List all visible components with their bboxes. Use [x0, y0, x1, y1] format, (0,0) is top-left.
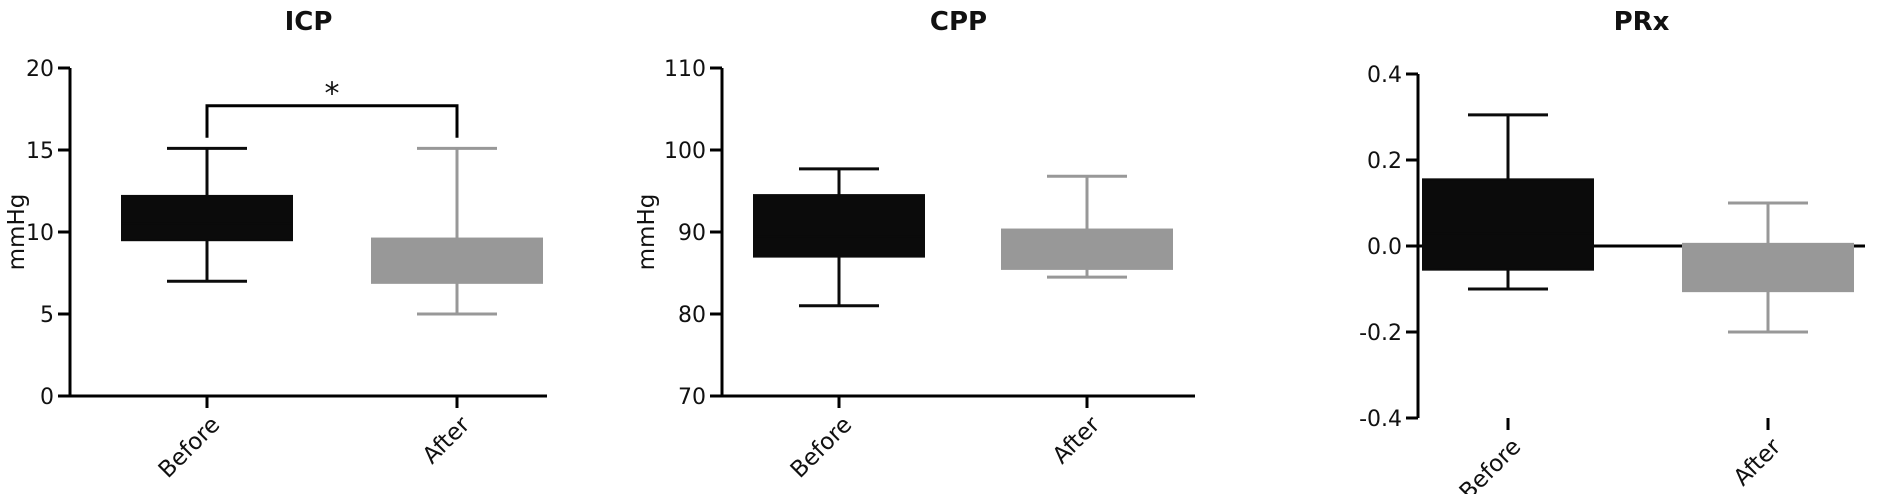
y-tick-label: -0.4	[1359, 407, 1402, 432]
y-tick-label: 10	[26, 221, 54, 246]
x-category-label: After	[418, 411, 476, 469]
x-category-label: Before	[154, 412, 226, 484]
chart-panel-cpp: CPP mmHg 70 80 90 100 110 Before After	[634, 7, 1195, 483]
y-tick-label: 110	[664, 57, 706, 82]
chart-title: CPP	[930, 7, 987, 37]
x-category-label: After	[1048, 411, 1106, 469]
significance-bracket	[205, 104, 459, 138]
chart-panel-prx: PRx -0.4 -0.2 0.0 0.2 0.4 Before After	[1359, 7, 1865, 494]
y-tick-label: 0	[40, 385, 54, 410]
y-tick-label: 15	[26, 139, 54, 164]
y-tick-label: 0.0	[1367, 235, 1402, 260]
box-before	[753, 167, 925, 308]
box-body	[121, 194, 293, 242]
box-body	[1422, 178, 1594, 271]
y-tick-label: 0.4	[1367, 63, 1402, 88]
y-tick-label: -0.2	[1359, 321, 1402, 346]
box-after	[1001, 174, 1173, 279]
y-tick-label: 80	[678, 303, 706, 328]
box-body	[753, 194, 925, 258]
box-after	[371, 146, 543, 316]
y-axis-label: mmHg	[4, 194, 30, 271]
chart-title: PRx	[1614, 7, 1670, 37]
x-category-label: Before	[1455, 434, 1527, 494]
y-tick-label: 70	[678, 385, 706, 410]
box-before	[1422, 113, 1594, 291]
chart-panel-icp: ICP mmHg 0 5 10 15 20 Before After *	[4, 7, 547, 483]
y-tick-label: 5	[40, 303, 54, 328]
y-axis-label: mmHg	[634, 194, 660, 271]
y-tick-label: 0.2	[1367, 149, 1402, 174]
box-body	[1001, 228, 1173, 270]
box-before	[121, 146, 293, 283]
y-tick-label: 90	[678, 221, 706, 246]
x-category-label: Before	[786, 412, 858, 484]
significance-marker: *	[325, 77, 340, 112]
x-category-label: After	[1729, 433, 1787, 491]
chart-title: ICP	[285, 7, 333, 37]
y-tick-label: 20	[26, 57, 54, 82]
y-tick-label: 100	[664, 139, 706, 164]
box-after	[1682, 201, 1854, 334]
box-body	[371, 237, 543, 284]
box-body	[1682, 242, 1854, 293]
